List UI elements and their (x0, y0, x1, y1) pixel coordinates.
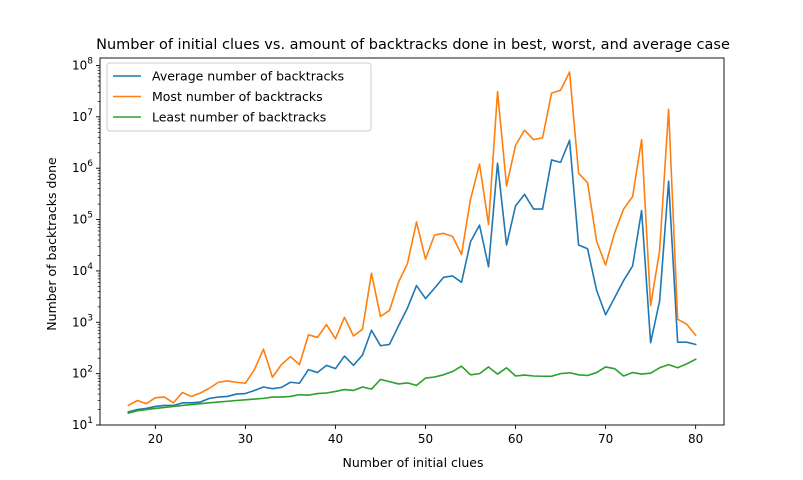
y-tick-label: 108 (72, 57, 93, 73)
y-tick-label: 107 (72, 108, 93, 124)
y-tick-label: 103 (72, 313, 93, 329)
x-axis-label: Number of initial clues (342, 455, 483, 470)
axes-frame (99, 57, 725, 426)
x-tick-label: 70 (598, 432, 613, 446)
x-tick-label: 50 (418, 432, 433, 446)
series-line-1 (127, 71, 697, 407)
legend-label-2: Least number of backtracks (152, 110, 326, 125)
legend-box (106, 62, 372, 132)
plot-area: 20 30 40 50 60 70 80 101 102 103 104 105 106 107 108 Av… (72, 57, 725, 446)
chart-title: Number of initial clues vs. amount of ba… (96, 37, 730, 53)
x-tick-label: 60 (508, 432, 523, 446)
legend-label-0: Average number of backtracks (152, 69, 344, 84)
x-tick-label: 30 (238, 432, 253, 446)
x-tick-label: 40 (328, 432, 343, 446)
series-line-2 (127, 358, 697, 415)
x-tick-label: 80 (688, 432, 703, 446)
y-tick-label: 105 (72, 211, 93, 227)
legend: Average number of backtracks Most number … (106, 62, 372, 132)
y-tick-label: 101 (72, 416, 93, 432)
legend-label-1: Most number of backtracks (152, 89, 323, 104)
y-tick-label: 102 (72, 365, 93, 381)
y-tick-label: 106 (72, 159, 93, 175)
series-line-0 (127, 139, 697, 413)
x-tick-label: 20 (148, 432, 163, 446)
y-tick-label: 104 (72, 262, 93, 278)
y-axis-label: Number of backtracks done (44, 157, 59, 331)
